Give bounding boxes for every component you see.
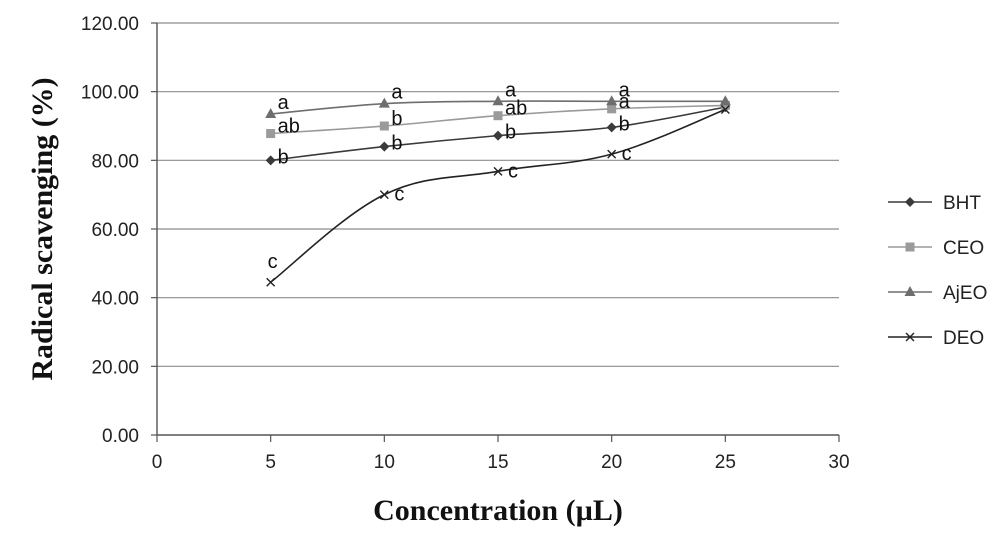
data-point-ceo bbox=[379, 121, 389, 131]
y-tick-label: 120.00 bbox=[81, 14, 139, 35]
legend-label: AjEO bbox=[943, 283, 987, 304]
x-marker-stroke bbox=[379, 190, 389, 200]
significance-label: a bbox=[619, 79, 631, 101]
legend-marker bbox=[904, 286, 916, 296]
data-point-ajeo bbox=[719, 95, 731, 106]
x-marker-stroke bbox=[720, 105, 730, 115]
data-point-deo bbox=[379, 190, 389, 200]
significance-label: c bbox=[394, 184, 404, 206]
legend-label: BHT bbox=[943, 193, 981, 214]
significance-label: c bbox=[508, 160, 518, 182]
legend-marker bbox=[905, 242, 915, 252]
x-tick-labels: 0 5 10 15 20 25 30 bbox=[152, 452, 850, 473]
significance-label: b bbox=[619, 113, 630, 135]
data-point-deo bbox=[607, 149, 617, 159]
significance-label: a bbox=[391, 82, 403, 104]
legend-item-deo: DEO bbox=[888, 328, 984, 349]
legend-item-ajeo: AjEO bbox=[888, 283, 987, 304]
significance-label: ab bbox=[505, 98, 527, 120]
significance-label: a bbox=[619, 91, 631, 113]
data-point-ceo bbox=[607, 104, 617, 114]
y-tick-label: 40.00 bbox=[91, 289, 139, 310]
significance-label: ab bbox=[278, 116, 300, 138]
significance-label: a bbox=[505, 79, 517, 101]
y-axis-title: Radical scavenging (%) bbox=[26, 77, 59, 380]
data-point-bht bbox=[379, 141, 390, 152]
data-point-ajeo bbox=[265, 107, 277, 118]
data-point-ceo bbox=[493, 111, 503, 121]
legend-marker bbox=[905, 332, 915, 342]
x-tick-label: 10 bbox=[374, 452, 395, 473]
significance-label: a bbox=[278, 92, 290, 114]
y-tick-labels: 0.00 20.00 40.00 60.00 80.00 100.00 120.00 bbox=[81, 14, 139, 447]
significance-label: c bbox=[268, 251, 278, 273]
data-point-ceo bbox=[266, 129, 276, 139]
data-point-bht bbox=[493, 130, 503, 141]
x-tick-label: 0 bbox=[152, 452, 163, 473]
data-point-ceo bbox=[720, 100, 730, 110]
data-point-ajeo bbox=[378, 97, 390, 108]
data-point-ajeo bbox=[492, 95, 504, 106]
y-tick-label: 20.00 bbox=[91, 357, 139, 378]
legend-label: CEO bbox=[943, 238, 984, 259]
significance-label: b bbox=[391, 133, 402, 155]
legend-marker bbox=[905, 197, 915, 207]
significance-label: c bbox=[622, 143, 632, 165]
x-axis-title: Concentration (µL) bbox=[373, 494, 623, 527]
significance-label: b bbox=[391, 108, 402, 130]
data-point-ajeo bbox=[606, 95, 618, 106]
data-point-deo bbox=[720, 105, 730, 115]
axes bbox=[151, 22, 840, 442]
x-marker-stroke bbox=[905, 332, 915, 342]
x-marker-stroke bbox=[607, 149, 617, 159]
x-tick-label: 30 bbox=[828, 452, 849, 473]
legend-item-ceo: CEO bbox=[888, 238, 984, 259]
series-group bbox=[265, 95, 731, 287]
gridlines bbox=[157, 22, 839, 367]
legend-item-bht: BHT bbox=[888, 193, 981, 214]
x-marker-stroke bbox=[493, 166, 503, 176]
data-point-deo bbox=[493, 166, 503, 176]
y-tick-label: 80.00 bbox=[91, 151, 139, 172]
y-tick-label: 60.00 bbox=[91, 220, 139, 241]
x-tick-label: 25 bbox=[715, 452, 736, 473]
significance-label: b bbox=[278, 146, 289, 168]
x-marker-stroke bbox=[266, 277, 276, 287]
data-point-bht bbox=[265, 155, 276, 166]
legend-label: DEO bbox=[943, 328, 984, 349]
y-tick-label: 100.00 bbox=[81, 83, 139, 104]
x-tick-label: 15 bbox=[487, 452, 508, 473]
legend: BHT CEO AjEO DEO bbox=[888, 193, 987, 349]
data-point-bht bbox=[606, 122, 617, 133]
x-tick-label: 5 bbox=[265, 452, 276, 473]
y-tick-label: 0.00 bbox=[102, 426, 139, 447]
significance-label: b bbox=[505, 122, 516, 144]
x-tick-label: 20 bbox=[601, 452, 622, 473]
data-point-deo bbox=[266, 277, 276, 287]
